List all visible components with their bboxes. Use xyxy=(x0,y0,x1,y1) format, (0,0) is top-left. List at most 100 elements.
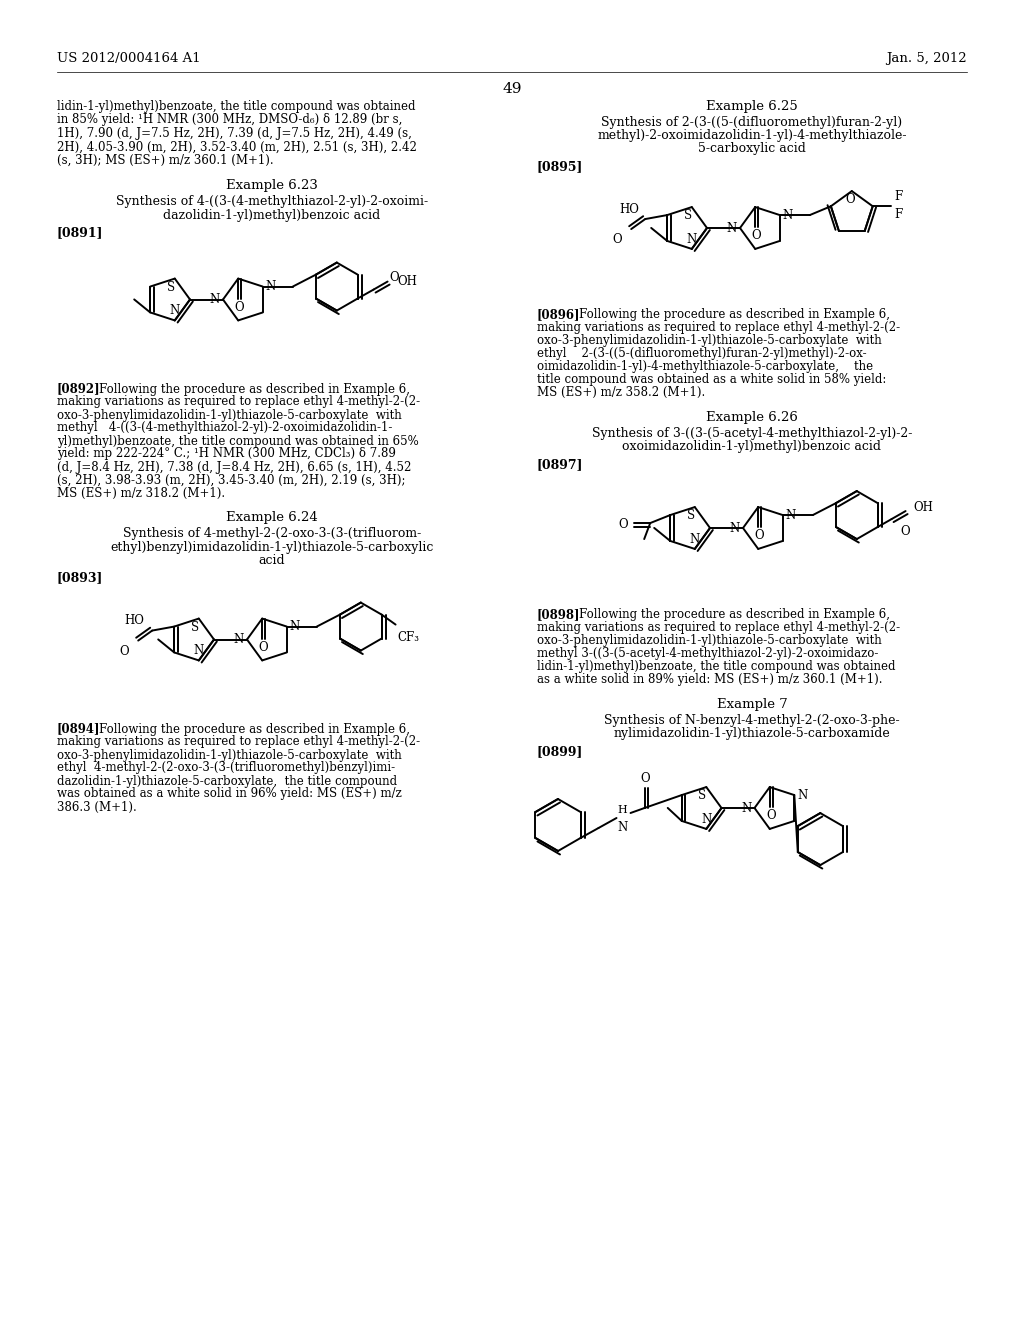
Text: N: N xyxy=(782,209,793,222)
Text: dazolidin-1-yl)methyl)benzoic acid: dazolidin-1-yl)methyl)benzoic acid xyxy=(164,209,381,222)
Text: Example 7: Example 7 xyxy=(717,698,787,711)
Text: O: O xyxy=(389,271,399,284)
Text: dazolidin-1-yl)thiazole-5-carboxylate,  the title compound: dazolidin-1-yl)thiazole-5-carboxylate, t… xyxy=(57,775,397,788)
Text: ethyl)benzyl)imidazolidin-1-yl)thiazole-5-carboxylic: ethyl)benzyl)imidazolidin-1-yl)thiazole-… xyxy=(111,540,434,553)
Text: MS (ES+) m/z 318.2 (M+1).: MS (ES+) m/z 318.2 (M+1). xyxy=(57,487,225,499)
Text: [0893]: [0893] xyxy=(57,572,103,585)
Text: N: N xyxy=(741,801,752,814)
Text: S: S xyxy=(684,209,692,222)
Text: O: O xyxy=(612,234,622,246)
Text: making variations as required to replace ethyl 4-methyl-2-(2-: making variations as required to replace… xyxy=(537,620,900,634)
Text: N: N xyxy=(785,508,796,521)
Text: Synthesis of 4-methyl-2-(2-oxo-3-(3-(trifluorom-: Synthesis of 4-methyl-2-(2-oxo-3-(3-(tri… xyxy=(123,528,421,540)
Text: [0894]: [0894] xyxy=(57,722,100,735)
Text: Synthesis of 4-((3-(4-methylthiazol-2-yl)-2-oxoimi-: Synthesis of 4-((3-(4-methylthiazol-2-yl… xyxy=(116,195,428,209)
Text: OH: OH xyxy=(913,500,934,513)
Text: O: O xyxy=(755,529,764,543)
Text: lidin-1-yl)methyl)benzoate, the title compound was obtained: lidin-1-yl)methyl)benzoate, the title co… xyxy=(57,100,416,114)
Text: Synthesis of 2-(3-((5-(difluoromethyl)furan-2-yl): Synthesis of 2-(3-((5-(difluoromethyl)fu… xyxy=(601,116,902,129)
Text: 2H), 4.05-3.90 (m, 2H), 3.52-3.40 (m, 2H), 2.51 (s, 3H), 2.42: 2H), 4.05-3.90 (m, 2H), 3.52-3.40 (m, 2H… xyxy=(57,140,417,153)
Text: N: N xyxy=(266,280,276,293)
Text: oxo-3-phenylimidazolidin-1-yl)thiazole-5-carboxylate  with: oxo-3-phenylimidazolidin-1-yl)thiazole-5… xyxy=(537,634,882,647)
Text: S: S xyxy=(167,281,175,293)
Text: O: O xyxy=(258,640,268,653)
Text: Following the procedure as described in Example 6,: Following the procedure as described in … xyxy=(99,722,410,735)
Text: N: N xyxy=(701,813,712,826)
Text: N: N xyxy=(194,644,204,657)
Text: 386.3 (M+1).: 386.3 (M+1). xyxy=(57,800,137,813)
Text: H: H xyxy=(617,805,628,814)
Text: in 85% yield: ¹H NMR (300 MHz, DMSO-d₆) δ 12.89 (br s,: in 85% yield: ¹H NMR (300 MHz, DMSO-d₆) … xyxy=(57,114,402,127)
Text: Jan. 5, 2012: Jan. 5, 2012 xyxy=(887,51,967,65)
Text: Example 6.24: Example 6.24 xyxy=(226,511,317,524)
Text: oimidazolidin-1-yl)-4-methylthiazole-5-carboxylate,    the: oimidazolidin-1-yl)-4-methylthiazole-5-c… xyxy=(537,360,873,374)
Text: acid: acid xyxy=(259,553,286,566)
Text: [0891]: [0891] xyxy=(57,227,103,239)
Text: (s, 2H), 3.98-3.93 (m, 2H), 3.45-3.40 (m, 2H), 2.19 (s, 3H);: (s, 2H), 3.98-3.93 (m, 2H), 3.45-3.40 (m… xyxy=(57,474,406,487)
Text: Example 6.23: Example 6.23 xyxy=(226,180,317,193)
Text: 1H), 7.90 (d, J=7.5 Hz, 2H), 7.39 (d, J=7.5 Hz, 2H), 4.49 (s,: 1H), 7.90 (d, J=7.5 Hz, 2H), 7.39 (d, J=… xyxy=(57,127,412,140)
Text: N: N xyxy=(690,533,700,546)
Text: oxo-3-phenylimidazolidin-1-yl)thiazole-5-carboxylate  with: oxo-3-phenylimidazolidin-1-yl)thiazole-5… xyxy=(57,408,401,421)
Text: [0899]: [0899] xyxy=(537,744,584,758)
Text: HO: HO xyxy=(124,614,144,627)
Text: Following the procedure as described in Example 6,: Following the procedure as described in … xyxy=(579,609,890,620)
Text: [0898]: [0898] xyxy=(537,609,581,620)
Text: as a white solid in 89% yield: MS (ES+) m/z 360.1 (M+1).: as a white solid in 89% yield: MS (ES+) … xyxy=(537,673,883,686)
Text: N: N xyxy=(290,620,300,634)
Text: N: N xyxy=(727,222,737,235)
Text: making variations as required to replace ethyl 4-methyl-2-(2-: making variations as required to replace… xyxy=(537,321,900,334)
Text: methyl 3-((3-(5-acetyl-4-methylthiazol-2-yl)-2-oxoimidazo-: methyl 3-((3-(5-acetyl-4-methylthiazol-2… xyxy=(537,647,879,660)
Text: was obtained as a white solid in 96% yield: MS (ES+) m/z: was obtained as a white solid in 96% yie… xyxy=(57,788,401,800)
Text: (d, J=8.4 Hz, 2H), 7.38 (d, J=8.4 Hz, 2H), 6.65 (s, 1H), 4.52: (d, J=8.4 Hz, 2H), 7.38 (d, J=8.4 Hz, 2H… xyxy=(57,461,412,474)
Text: S: S xyxy=(698,789,707,803)
Text: O: O xyxy=(752,230,761,242)
Text: title compound was obtained as a white solid in 58% yield:: title compound was obtained as a white s… xyxy=(537,374,887,385)
Text: [0892]: [0892] xyxy=(57,383,100,396)
Text: MS (ES+) m/z 358.2 (M+1).: MS (ES+) m/z 358.2 (M+1). xyxy=(537,385,706,399)
Text: methyl   4-((3-(4-methylthiazol-2-yl)-2-oxoimidazolidin-1-: methyl 4-((3-(4-methylthiazol-2-yl)-2-ox… xyxy=(57,421,392,434)
Text: N: N xyxy=(730,521,740,535)
Text: making variations as required to replace ethyl 4-methyl-2-(2-: making variations as required to replace… xyxy=(57,735,420,748)
Text: N: N xyxy=(233,634,244,645)
Text: yield: mp 222-224° C.; ¹H NMR (300 MHz, CDCl₃) δ 7.89: yield: mp 222-224° C.; ¹H NMR (300 MHz, … xyxy=(57,447,396,461)
Text: S: S xyxy=(190,620,199,634)
Text: oxo-3-phenylimidazolidin-1-yl)thiazole-5-carboxylate  with: oxo-3-phenylimidazolidin-1-yl)thiazole-5… xyxy=(57,748,401,762)
Text: O: O xyxy=(845,193,855,206)
Text: O: O xyxy=(618,517,628,531)
Text: HO: HO xyxy=(620,202,639,215)
Text: 49: 49 xyxy=(502,82,522,96)
Text: methyl)-2-oxoimidazolidin-1-yl)-4-methylthiazole-: methyl)-2-oxoimidazolidin-1-yl)-4-methyl… xyxy=(597,129,906,143)
Text: O: O xyxy=(234,301,244,314)
Text: O: O xyxy=(641,772,650,785)
Text: N: N xyxy=(798,788,808,801)
Text: S: S xyxy=(687,510,695,523)
Text: Example 6.25: Example 6.25 xyxy=(707,100,798,114)
Text: oxo-3-phenylimidazolidin-1-yl)thiazole-5-carboxylate  with: oxo-3-phenylimidazolidin-1-yl)thiazole-5… xyxy=(537,334,882,347)
Text: CF₃: CF₃ xyxy=(397,631,420,644)
Text: US 2012/0004164 A1: US 2012/0004164 A1 xyxy=(57,51,201,65)
Text: [0897]: [0897] xyxy=(537,458,584,471)
Text: yl)methyl)benzoate, the title compound was obtained in 65%: yl)methyl)benzoate, the title compound w… xyxy=(57,434,419,447)
Text: N: N xyxy=(687,232,697,246)
Text: making variations as required to replace ethyl 4-methyl-2-(2-: making variations as required to replace… xyxy=(57,396,420,408)
Text: Following the procedure as described in Example 6,: Following the procedure as described in … xyxy=(99,383,410,396)
Text: Synthesis of N-benzyl-4-methyl-2-(2-oxo-3-phe-: Synthesis of N-benzyl-4-methyl-2-(2-oxo-… xyxy=(604,714,900,727)
Text: Synthesis of 3-((3-(5-acetyl-4-methylthiazol-2-yl)-2-: Synthesis of 3-((3-(5-acetyl-4-methylthi… xyxy=(592,426,912,440)
Text: nylimidazolidin-1-yl)thiazole-5-carboxamide: nylimidazolidin-1-yl)thiazole-5-carboxam… xyxy=(613,727,891,741)
Text: [0896]: [0896] xyxy=(537,308,581,321)
Text: N: N xyxy=(617,821,628,834)
Text: oxoimidazolidin-1-yl)methyl)benzoic acid: oxoimidazolidin-1-yl)methyl)benzoic acid xyxy=(623,440,882,453)
Text: ethyl  4-methyl-2-(2-oxo-3-(3-(trifluoromethyl)benzyl)imi-: ethyl 4-methyl-2-(2-oxo-3-(3-(trifluorom… xyxy=(57,762,395,775)
Text: Example 6.26: Example 6.26 xyxy=(707,411,798,424)
Text: (s, 3H); MS (ES+) m/z 360.1 (M+1).: (s, 3H); MS (ES+) m/z 360.1 (M+1). xyxy=(57,154,273,168)
Text: N: N xyxy=(170,305,180,317)
Text: ethyl    2-(3-((5-(difluoromethyl)furan-2-yl)methyl)-2-ox-: ethyl 2-(3-((5-(difluoromethyl)furan-2-y… xyxy=(537,347,866,360)
Text: N: N xyxy=(210,293,220,306)
Text: O: O xyxy=(120,644,129,657)
Text: OH: OH xyxy=(397,275,418,288)
Text: O: O xyxy=(766,809,775,822)
Text: lidin-1-yl)methyl)benzoate, the title compound was obtained: lidin-1-yl)methyl)benzoate, the title co… xyxy=(537,660,896,673)
Text: 5-carboxylic acid: 5-carboxylic acid xyxy=(698,143,806,154)
Text: F: F xyxy=(895,190,903,203)
